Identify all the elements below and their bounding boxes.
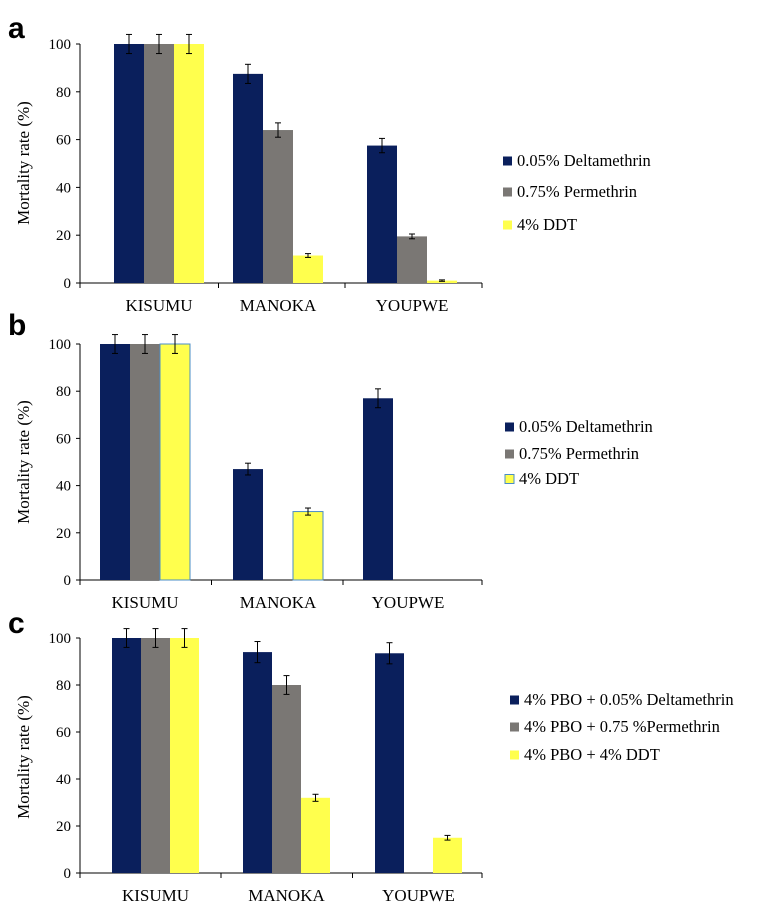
legend-swatch-permethrin	[505, 449, 514, 459]
bar-ddt-manoka	[292, 511, 324, 581]
legend-label: 4% DDT	[517, 215, 577, 234]
bar-permethrin-youpwe	[397, 236, 427, 283]
y-tick-label: 0	[64, 276, 72, 292]
bar-deltamethrin-youpwe	[375, 653, 404, 873]
bar-deltamethrin-manoka	[243, 652, 272, 873]
y-tick-label: 20	[56, 526, 71, 542]
bar-ddt-kisumu	[159, 343, 191, 581]
legend-swatch-ddt	[510, 750, 519, 760]
x-tick-label: YOUPWE	[382, 886, 455, 904]
bar-ddt-kisumu	[170, 638, 199, 873]
x-tick-label: MANOKA	[248, 886, 325, 904]
bar-ddt-manoka	[293, 255, 323, 283]
x-tick-label: KISUMU	[111, 593, 178, 612]
x-tick-label: KISUMU	[122, 886, 189, 904]
y-tick-label: 80	[56, 384, 71, 400]
legend-label: 4% PBO + 0.05% Deltamethrin	[524, 690, 734, 709]
y-tick-label: 0	[64, 866, 72, 882]
x-tick-label: YOUPWE	[372, 593, 445, 612]
legend-label: 4% PBO + 4% DDT	[524, 745, 660, 764]
y-tick-label: 60	[56, 133, 71, 149]
legend-label: 0.75% Permethrin	[517, 182, 637, 201]
x-tick-label: YOUPWE	[376, 296, 449, 315]
bar-permethrin-kisumu	[130, 344, 160, 580]
bar-ddt-manoka	[301, 797, 330, 873]
y-axis-label-a: Mortality rate (%)	[14, 101, 33, 225]
legend-swatch-permethrin	[503, 187, 512, 197]
panel-c: c Mortality rate (%) 0 20 40 60 80 100 KISUMU M…	[8, 607, 734, 904]
legend-label: 4% DDT	[519, 469, 579, 488]
y-tick-label: 40	[56, 180, 71, 196]
y-axis-label-b: Mortality rate (%)	[14, 400, 33, 524]
y-tick-label: 0	[64, 573, 72, 589]
y-axis-label-c: Mortality rate (%)	[14, 695, 33, 819]
bar-deltamethrin-youpwe	[363, 398, 393, 580]
bar-deltamethrin-kisumu	[100, 344, 130, 580]
bar-ddt-youpwe	[433, 837, 462, 873]
legend-label: 4% PBO + 0.75 %Permethrin	[524, 717, 720, 736]
y-tick-label: 60	[56, 431, 71, 447]
panel-letter-c: c	[8, 607, 25, 640]
y-tick-label: 100	[49, 337, 72, 353]
panel-a: a Mortality rate (%) 0 20 40 60 80 100 KISUMU M…	[8, 12, 651, 315]
plot-area-c: 0 20 40 60 80 100 KISUMU MANOKA YOUPWE	[49, 628, 483, 904]
y-tick-label: 40	[56, 479, 71, 495]
legend-swatch-deltamethrin	[510, 695, 519, 705]
x-tick-label: KISUMU	[125, 296, 192, 315]
panel-letter-b: b	[8, 309, 26, 342]
bar-permethrin-kisumu	[141, 638, 170, 873]
legend-swatch-ddt	[504, 474, 515, 484]
bar-permethrin-manoka	[272, 685, 301, 873]
legend-label: 0.75% Permethrin	[519, 444, 639, 463]
bar-deltamethrin-youpwe	[367, 145, 397, 283]
legend-b: 0.05% Deltamethrin 0.75% Permethrin 4% DDT	[504, 417, 653, 488]
legend-swatch-deltamethrin	[505, 422, 514, 432]
y-tick-label: 100	[49, 37, 72, 53]
x-tick-label: MANOKA	[240, 296, 317, 315]
legend-c: 4% PBO + 0.05% Deltamethrin 4% PBO + 0.75…	[510, 690, 734, 764]
legend-swatch-deltamethrin	[503, 156, 512, 166]
bar-deltamethrin-kisumu	[114, 44, 144, 283]
y-tick-label: 60	[56, 725, 71, 741]
panel-letter-a: a	[8, 12, 25, 45]
x-tick-label: MANOKA	[240, 593, 317, 612]
y-tick-label: 20	[56, 228, 71, 244]
y-tick-label: 20	[56, 819, 71, 835]
bar-permethrin-kisumu	[144, 44, 174, 283]
legend-swatch-ddt	[503, 220, 512, 230]
plot-area-b: 0 20 40 60 80 100 KISUMU MANOKA YOUPWE	[49, 334, 483, 612]
y-tick-label: 100	[49, 631, 72, 647]
legend-swatch-permethrin	[510, 722, 519, 732]
plot-area-a: 0 20 40 60 80 100 KISUMU MANOKA YOUPWE	[49, 33, 483, 315]
legend-label: 0.05% Deltamethrin	[517, 151, 651, 170]
y-tick-label: 80	[56, 678, 71, 694]
bar-deltamethrin-manoka	[233, 469, 263, 580]
y-tick-label: 40	[56, 772, 71, 788]
legend-a: 0.05% Deltamethrin 0.75% Permethrin 4% DDT	[503, 151, 651, 234]
panel-b: b Mortality rate (%) 0 20 40 60 80 100 KISUMU M…	[8, 309, 653, 612]
bar-deltamethrin-kisumu	[112, 638, 141, 873]
y-tick-label: 80	[56, 85, 71, 101]
legend-label: 0.05% Deltamethrin	[519, 417, 653, 436]
bar-deltamethrin-manoka	[233, 73, 263, 283]
bar-permethrin-manoka	[263, 130, 293, 283]
bar-ddt-kisumu	[174, 44, 204, 283]
